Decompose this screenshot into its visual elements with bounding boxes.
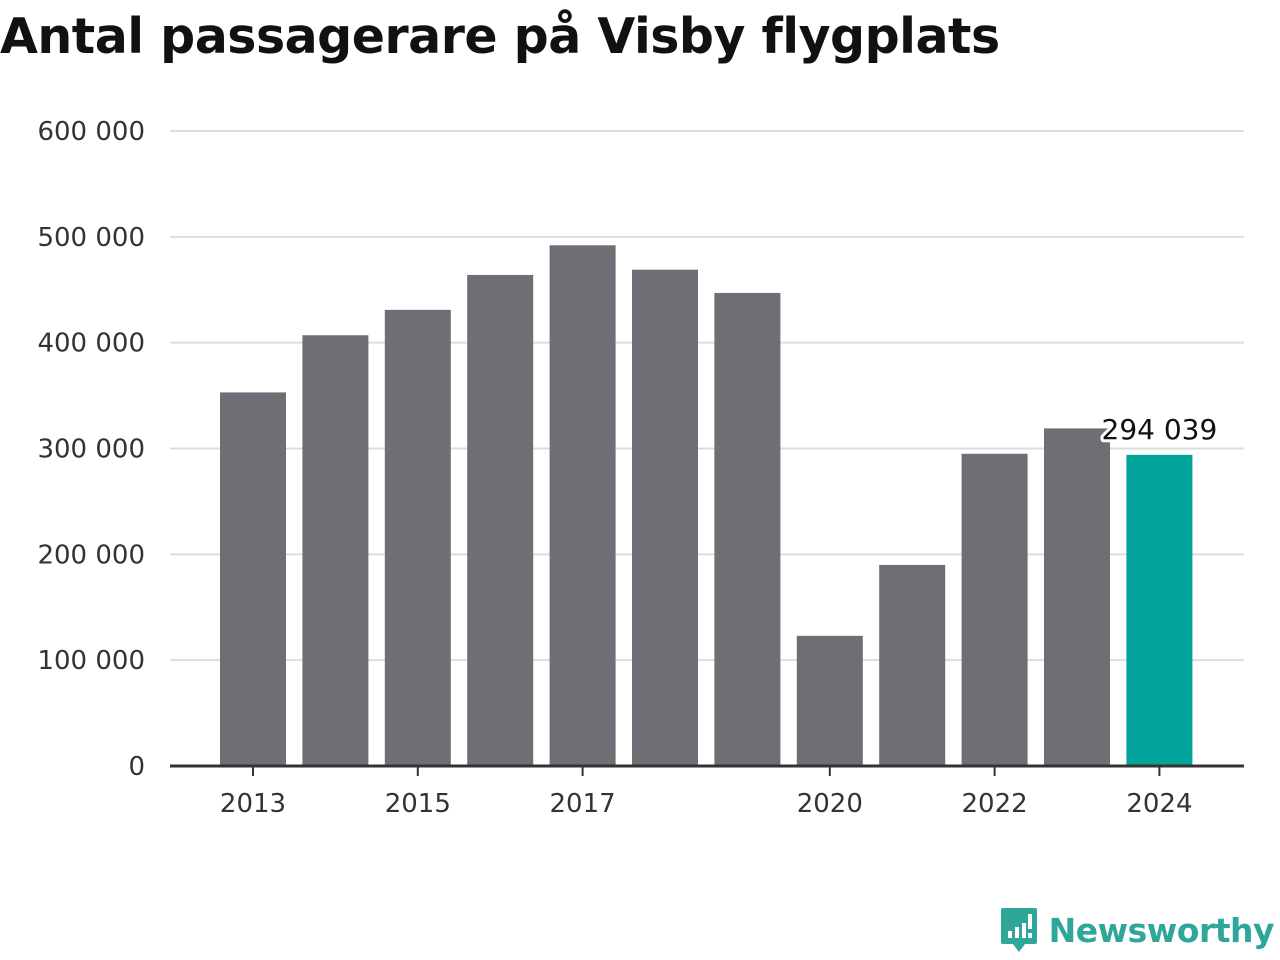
x-tick-label: 2022 (962, 789, 1028, 819)
data-labels: 294 039 (1099, 410, 1221, 449)
bar (220, 392, 286, 766)
y-tick-label: 400 000 (37, 329, 145, 359)
bar (961, 453, 1028, 766)
bar (384, 309, 451, 766)
bar (714, 292, 781, 766)
brand-logo: Newsworthy (999, 906, 1275, 954)
x-tick-label: 2017 (550, 789, 616, 819)
x-tick-label: 2020 (797, 789, 863, 819)
bar (467, 274, 534, 766)
bars (220, 245, 1193, 767)
y-tick-label: 100 000 (37, 646, 145, 676)
x-tick-label: 2024 (1126, 789, 1192, 819)
bar-highlight (1126, 454, 1193, 766)
brand-name: Newsworthy (1048, 910, 1275, 950)
bar (632, 269, 698, 766)
y-tick-label: 500 000 (37, 223, 145, 253)
data-label-highlight: 294 039 (1102, 413, 1218, 446)
chart-title: Antal passagerare på Visby flygplats (0, 8, 1000, 65)
newsworthy-logo-icon (1000, 908, 1037, 952)
bar (1044, 428, 1110, 766)
bar (302, 335, 369, 766)
y-axis-ticks: 0 100 000 200 000 300 000 400 000 500 000 600 … (37, 117, 145, 782)
x-tick-label: 2013 (220, 789, 286, 819)
bar (796, 635, 863, 766)
y-tick-label: 600 000 (37, 117, 145, 147)
y-tick-label: 200 000 (37, 540, 145, 570)
x-axis-ticks: 2013 2015 2017 2020 2022 2024 (220, 766, 1192, 819)
y-tick-label: 0 (128, 752, 145, 782)
y-tick-label: 300 000 (37, 435, 145, 465)
bar (879, 564, 946, 766)
x-tick-label: 2015 (385, 789, 451, 819)
bar (549, 245, 616, 767)
